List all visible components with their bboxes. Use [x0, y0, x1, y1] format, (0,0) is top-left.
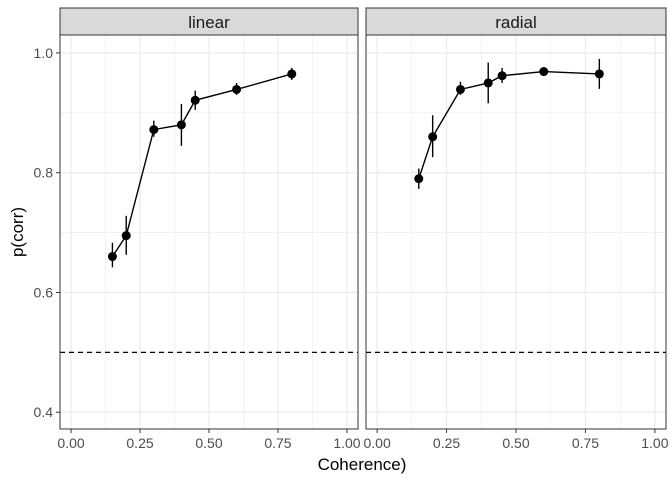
data-point	[287, 69, 297, 79]
data-point	[121, 231, 131, 241]
data-point	[190, 95, 200, 105]
x-tick-label: 0.75	[264, 435, 291, 451]
data-point	[149, 125, 159, 135]
x-tick-label: 0.50	[195, 435, 222, 451]
panels-layer: linear 0.00 0.25 0.50 0.75 1.00 radial 0.00 0.25…	[57, 7, 669, 451]
facet-strip	[365, 7, 667, 36]
data-point	[176, 120, 186, 130]
y-tick-label: 0.8	[34, 165, 54, 181]
data-point	[594, 69, 604, 79]
y-tick-label: 0.6	[34, 284, 54, 300]
y-tick-label: 1.0	[34, 45, 54, 61]
x-axis-title: Coherence)	[318, 455, 407, 474]
data-point	[497, 71, 507, 81]
data-point	[483, 78, 493, 88]
x-tick-label: 0.00	[363, 435, 390, 451]
data-point	[232, 84, 242, 94]
data-point	[455, 84, 465, 94]
data-point	[539, 67, 549, 77]
x-tick-label: 0.25	[433, 435, 460, 451]
data-point	[414, 174, 424, 184]
panel-radial: radial 0.00 0.25 0.50 0.75 1.00	[363, 7, 669, 451]
data-point	[428, 132, 438, 142]
x-tick-label: 0.50	[502, 435, 529, 451]
facet-strip-label: radial	[495, 13, 537, 32]
x-tick-label: 1.00	[333, 435, 360, 451]
y-axis: 0.4 0.6 0.8 1.0	[34, 45, 60, 420]
y-axis-title: p(corr)	[8, 207, 27, 257]
x-tick-label: 0.00	[57, 435, 84, 451]
y-tick-label: 0.4	[34, 404, 54, 420]
data-point	[107, 252, 117, 262]
panel-linear: linear 0.00 0.25 0.50 0.75 1.00	[57, 7, 361, 451]
facet-strip	[59, 7, 359, 36]
x-tick-label: 1.00	[641, 435, 668, 451]
x-tick-label: 0.75	[572, 435, 599, 451]
x-tick-label: 0.25	[126, 435, 153, 451]
facet-strip-label: linear	[188, 13, 230, 32]
